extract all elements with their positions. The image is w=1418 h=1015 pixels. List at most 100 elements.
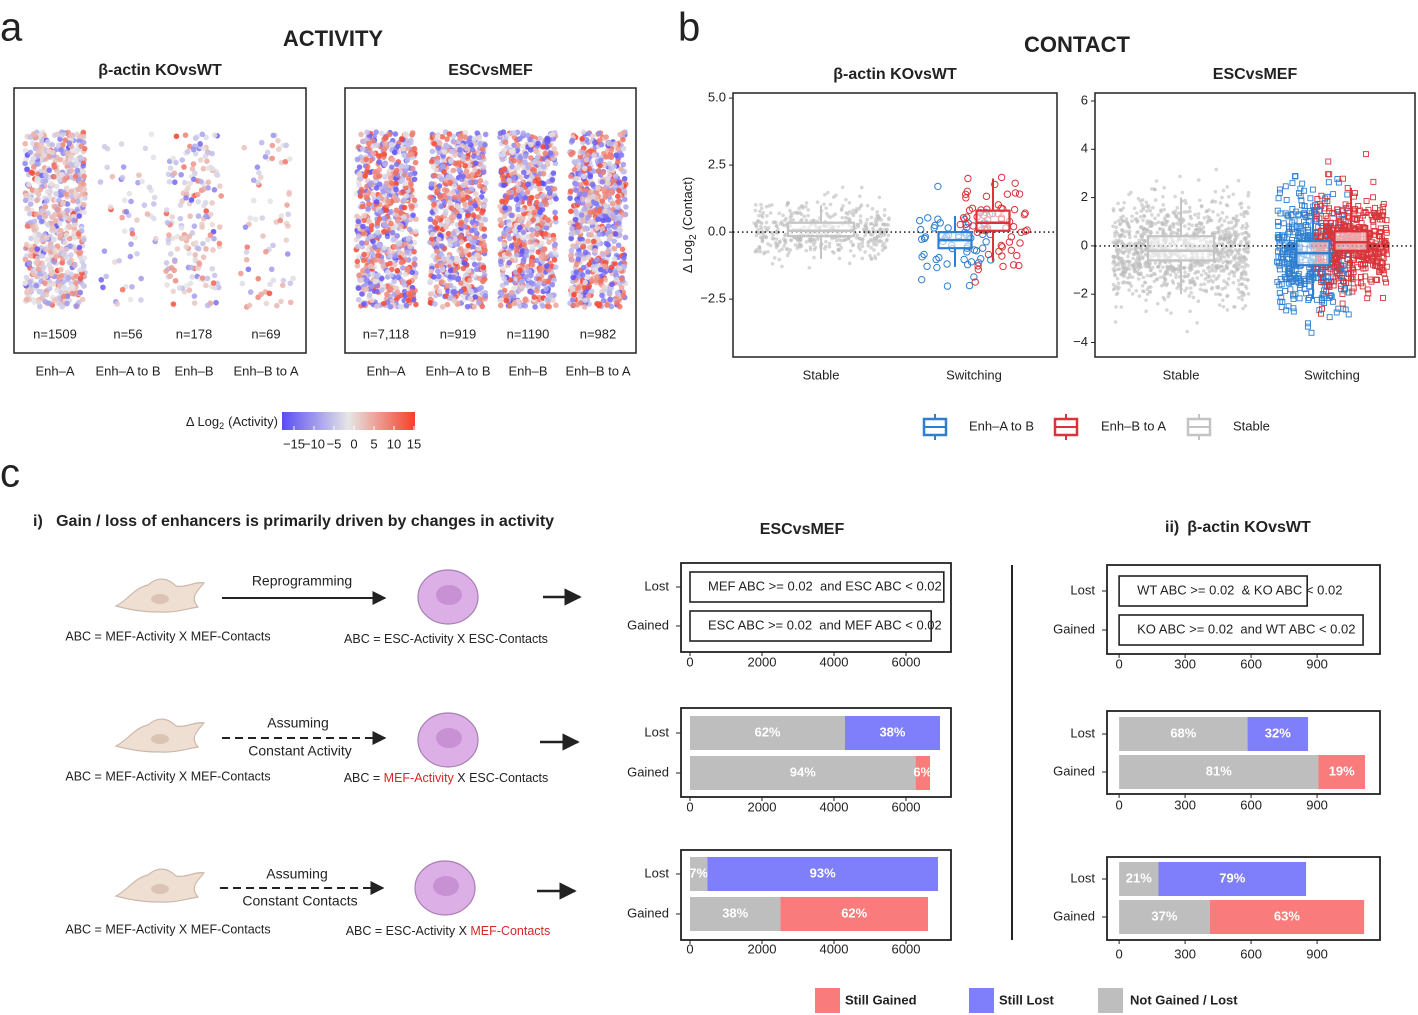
point	[370, 138, 376, 144]
point	[612, 215, 619, 221]
point	[81, 237, 87, 243]
point	[283, 237, 290, 244]
point	[780, 264, 784, 269]
point	[574, 210, 580, 216]
point	[1023, 226, 1031, 234]
point	[543, 254, 550, 260]
point	[460, 265, 467, 272]
point	[42, 172, 49, 178]
point	[761, 230, 766, 234]
point	[388, 164, 395, 170]
point	[515, 180, 522, 187]
point	[857, 236, 862, 241]
point	[457, 245, 464, 252]
point	[394, 289, 401, 295]
point	[373, 185, 380, 191]
point	[364, 168, 370, 175]
point	[196, 260, 202, 266]
point	[844, 197, 848, 202]
point	[575, 256, 582, 263]
point	[612, 269, 619, 276]
point	[804, 201, 809, 205]
point	[568, 252, 575, 258]
point	[620, 136, 626, 143]
point	[534, 225, 541, 232]
point	[462, 180, 469, 187]
point	[553, 196, 559, 202]
point	[506, 177, 513, 184]
point	[452, 267, 459, 274]
point	[621, 188, 628, 194]
point	[121, 197, 128, 204]
point	[781, 222, 785, 227]
point	[190, 161, 197, 167]
point	[474, 130, 481, 136]
point	[41, 152, 47, 158]
point	[409, 269, 415, 276]
point	[374, 142, 380, 149]
point	[573, 187, 579, 193]
point	[173, 133, 180, 140]
point	[802, 214, 807, 219]
point	[372, 278, 379, 285]
point	[378, 130, 385, 137]
point	[875, 218, 880, 223]
point	[856, 245, 861, 249]
point	[427, 216, 434, 223]
point	[63, 246, 70, 253]
point	[44, 256, 51, 263]
point	[858, 214, 863, 218]
point	[594, 256, 600, 263]
point	[31, 164, 37, 170]
point	[80, 264, 87, 271]
point	[189, 274, 195, 280]
point	[920, 234, 929, 243]
point	[58, 272, 65, 279]
point	[517, 267, 523, 274]
point	[403, 164, 410, 170]
point	[515, 206, 521, 213]
point	[171, 179, 178, 186]
point	[963, 187, 972, 196]
point	[201, 202, 207, 209]
point	[355, 218, 361, 225]
point	[195, 198, 201, 205]
point	[81, 255, 88, 261]
point	[1218, 201, 1223, 205]
point	[437, 193, 444, 200]
point	[833, 212, 837, 217]
point	[510, 174, 517, 181]
point	[532, 178, 539, 184]
point	[270, 277, 277, 284]
point	[620, 145, 627, 152]
point	[536, 186, 543, 192]
point	[500, 129, 507, 135]
point	[506, 235, 513, 242]
point	[580, 264, 587, 271]
point	[42, 204, 49, 210]
point	[203, 282, 209, 289]
point	[407, 180, 414, 187]
point	[239, 280, 246, 287]
point	[872, 223, 877, 228]
point	[551, 186, 558, 192]
point	[476, 154, 482, 161]
point	[586, 165, 593, 172]
y-axis-title: Δ Log2(Contact)	[680, 177, 698, 273]
point	[506, 189, 512, 196]
formula-highlight: MEF-Activity	[384, 771, 455, 785]
point	[517, 217, 523, 223]
point	[519, 207, 526, 213]
point	[450, 148, 457, 155]
point	[804, 240, 809, 244]
point	[69, 290, 76, 297]
point	[264, 149, 271, 156]
point	[51, 132, 58, 139]
point	[1144, 298, 1148, 303]
point	[462, 129, 469, 136]
point	[858, 204, 863, 209]
point	[764, 220, 769, 225]
point	[64, 207, 70, 214]
point	[542, 231, 549, 237]
point	[616, 180, 623, 186]
